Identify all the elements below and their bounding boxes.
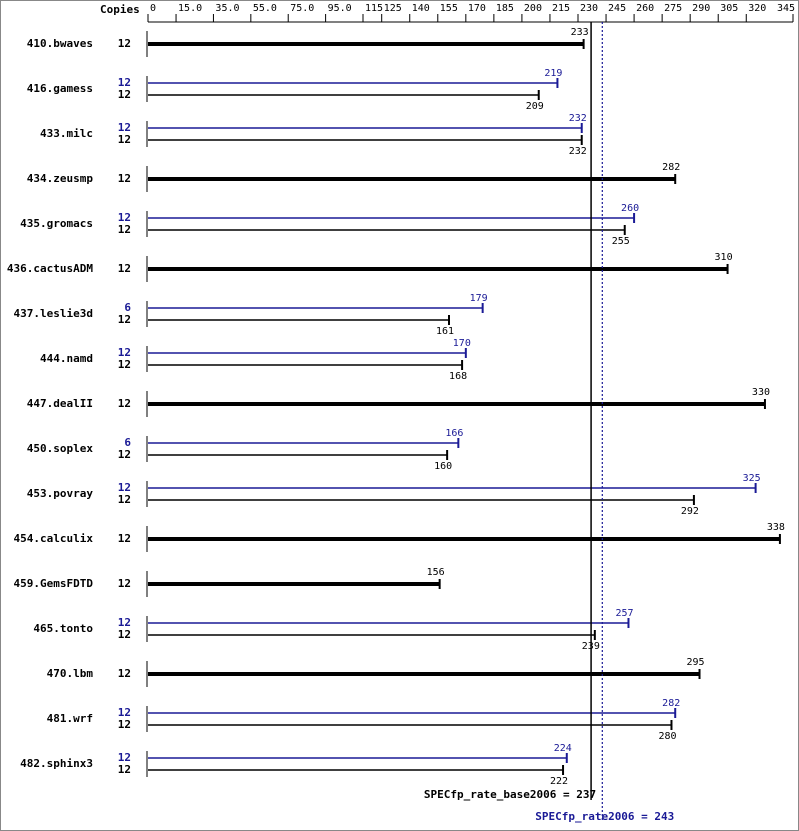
x-tick-label: 200 [524,3,542,14]
copies: 12 [118,76,131,89]
copies: 6 [124,301,131,314]
value-label: 160 [434,461,452,472]
copies: 12 [118,763,131,776]
x-tick-label: 260 [636,3,654,14]
x-tick-label: 95.0 [328,3,352,14]
copies: 12 [118,133,131,146]
benchmark-name: 434.zeusmp [27,172,94,185]
copies: 12 [118,223,131,236]
value-label: 166 [445,428,463,439]
value-label: 170 [453,338,471,349]
x-tick-label: 305 [720,3,738,14]
x-tick-label: 215 [552,3,570,14]
value-label: 330 [752,387,770,398]
x-tick-label: 35.0 [215,3,239,14]
copies: 12 [118,706,131,719]
value-label: 255 [612,236,630,247]
copies: 12 [118,358,131,371]
value-label: 209 [526,101,544,112]
benchmark-name: 470.lbm [47,667,94,680]
x-tick-label: 185 [496,3,514,14]
benchmark-name: 436.cactusADM [7,262,93,275]
value-label: 280 [658,731,676,742]
value-label: 292 [681,506,699,517]
reference-label: SPECfp_rate2006 = 243 [535,810,674,823]
copies: 12 [118,667,131,680]
value-label: 224 [554,743,572,754]
benchmark-name: 447.dealII [27,397,93,410]
copies: 12 [118,577,131,590]
x-tick-label: 230 [580,3,598,14]
value-label: 282 [662,162,680,173]
copies: 12 [118,88,131,101]
value-label: 161 [436,326,454,337]
reference-label: SPECfp_rate_base2006 = 237 [424,788,596,801]
value-label: 338 [767,522,785,533]
benchmark-name: 437.leslie3d [14,307,93,320]
copies: 12 [118,616,131,629]
benchmark-name: 435.gromacs [20,217,93,230]
x-tick-label: 75.0 [290,3,314,14]
x-tick-label: 140 [412,3,430,14]
copies: 12 [118,448,131,461]
x-tick-label: 125 [384,3,402,14]
value-label: 232 [569,146,587,157]
copies: 12 [118,532,131,545]
x-tick-label: 290 [692,3,710,14]
value-label: 222 [550,776,568,787]
benchmark-name: 450.soplex [27,442,94,455]
benchmark-name: 465.tonto [33,622,93,635]
copies: 12 [118,481,131,494]
copies: 12 [118,37,131,50]
benchmark-name: 453.povray [27,487,94,500]
x-tick-label: 245 [608,3,626,14]
copies: 12 [118,172,131,185]
benchmark-name: 482.sphinx3 [20,757,93,770]
copies: 12 [118,313,131,326]
value-label: 219 [544,68,562,79]
x-tick-label: 115 [365,3,383,14]
value-label: 168 [449,371,467,382]
value-label: 282 [662,698,680,709]
copies: 12 [118,346,131,359]
x-tick-label: 155 [440,3,458,14]
x-tick-label: 0 [150,3,156,14]
copies: 12 [118,211,131,224]
value-label: 232 [569,113,587,124]
benchmark-name: 444.namd [40,352,93,365]
copies: 12 [118,493,131,506]
x-tick-label: 275 [664,3,682,14]
x-tick-label: 55.0 [253,3,277,14]
value-label: 257 [615,608,633,619]
benchmark-name: 481.wrf [47,712,93,725]
x-tick-label: 345 [777,3,795,14]
benchmark-name: 410.bwaves [27,37,93,50]
copies: 12 [118,121,131,134]
benchmark-name: 433.milc [40,127,93,140]
copies-header: Copies [100,3,140,16]
copies: 12 [118,751,131,764]
value-label: 325 [743,473,761,484]
copies: 12 [118,628,131,641]
copies: 12 [118,718,131,731]
x-tick-label: 320 [748,3,766,14]
copies: 12 [118,397,131,410]
value-label: 179 [470,293,488,304]
value-label: 260 [621,203,639,214]
copies: 12 [118,262,131,275]
value-label: 295 [686,657,704,668]
benchmark-name: 454.calculix [14,532,94,545]
benchmark-name: 416.gamess [27,82,93,95]
copies: 6 [124,436,131,449]
value-label: 310 [715,252,733,263]
benchmark-name: 459.GemsFDTD [14,577,94,590]
x-tick-label: 15.0 [178,3,202,14]
value-label: 233 [571,27,589,38]
x-tick-label: 170 [468,3,486,14]
value-label: 156 [427,567,445,578]
